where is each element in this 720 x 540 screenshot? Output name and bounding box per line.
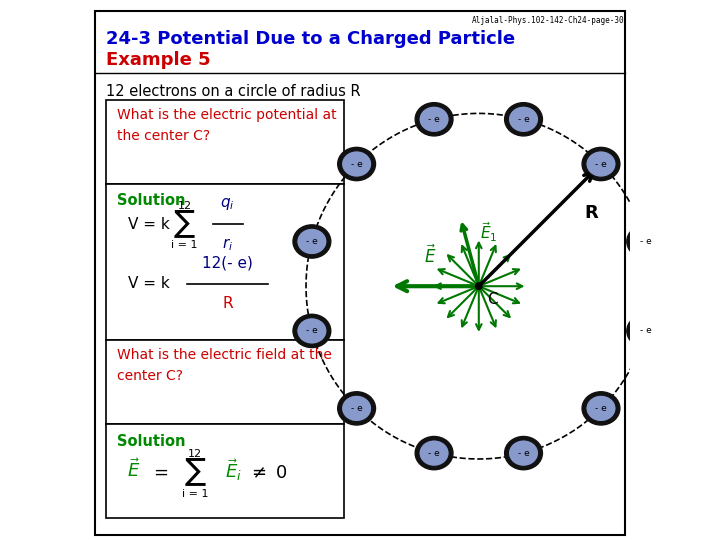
Ellipse shape — [293, 225, 330, 258]
Ellipse shape — [582, 392, 620, 425]
Text: - e: - e — [428, 115, 440, 124]
Ellipse shape — [631, 318, 661, 344]
Text: - e: - e — [351, 404, 362, 413]
Text: V = k: V = k — [128, 276, 169, 291]
Text: - e: - e — [595, 159, 607, 168]
Text: 12 electrons on a circle of radius R: 12 electrons on a circle of radius R — [107, 84, 361, 99]
Text: $q_i$: $q_i$ — [220, 196, 235, 212]
Text: $\neq$ 0: $\neq$ 0 — [248, 463, 288, 482]
Text: R: R — [222, 296, 233, 312]
Text: - e: - e — [595, 404, 607, 413]
Ellipse shape — [419, 440, 449, 467]
Text: $\vec{E}$: $\vec{E}$ — [424, 245, 436, 267]
Ellipse shape — [338, 392, 376, 425]
Text: - e: - e — [518, 449, 529, 457]
Text: - e: - e — [351, 159, 362, 168]
Text: i = 1: i = 1 — [171, 240, 198, 251]
Ellipse shape — [341, 151, 372, 177]
FancyBboxPatch shape — [107, 340, 344, 424]
Ellipse shape — [627, 225, 665, 258]
Ellipse shape — [508, 440, 539, 467]
Text: - e: - e — [428, 449, 440, 457]
Ellipse shape — [627, 314, 665, 348]
Ellipse shape — [297, 318, 327, 344]
Text: 12: 12 — [188, 449, 202, 459]
Ellipse shape — [582, 147, 620, 181]
Text: 12(- e): 12(- e) — [202, 255, 253, 271]
Ellipse shape — [341, 395, 372, 422]
Text: V = k: V = k — [128, 217, 169, 232]
Text: - e: - e — [518, 115, 529, 124]
Ellipse shape — [338, 147, 376, 181]
Text: Example 5: Example 5 — [107, 51, 211, 69]
Text: $\vec{E}_i$: $\vec{E}_i$ — [225, 457, 242, 483]
Ellipse shape — [631, 228, 661, 255]
Circle shape — [475, 283, 482, 289]
FancyBboxPatch shape — [107, 184, 344, 340]
Text: R: R — [585, 204, 598, 222]
Text: What is the electric potential at
the center C?: What is the electric potential at the ce… — [117, 108, 337, 143]
Text: Solution: Solution — [117, 434, 186, 449]
Text: $\sum$: $\sum$ — [184, 457, 207, 488]
Ellipse shape — [415, 103, 453, 136]
FancyBboxPatch shape — [95, 11, 625, 535]
FancyBboxPatch shape — [107, 424, 344, 518]
Ellipse shape — [297, 228, 327, 255]
Ellipse shape — [293, 314, 330, 348]
Text: =: = — [153, 463, 168, 482]
Ellipse shape — [419, 106, 449, 132]
Ellipse shape — [586, 151, 616, 177]
Text: C: C — [487, 292, 498, 307]
Ellipse shape — [586, 395, 616, 422]
Text: $\sum$: $\sum$ — [174, 208, 196, 240]
Text: 12: 12 — [177, 200, 192, 211]
Ellipse shape — [508, 106, 539, 132]
Text: $r_i$: $r_i$ — [222, 236, 233, 253]
Text: - e: - e — [306, 237, 318, 246]
Text: - e: - e — [640, 326, 652, 335]
Text: $\vec{E}$: $\vec{E}$ — [127, 458, 140, 481]
Text: 24-3 Potential Due to a Charged Particle: 24-3 Potential Due to a Charged Particle — [107, 30, 516, 48]
Text: Aljalal-Phys.102-142-Ch24-page-30: Aljalal-Phys.102-142-Ch24-page-30 — [472, 16, 625, 25]
FancyBboxPatch shape — [107, 100, 344, 184]
Text: $\vec{E}_1$: $\vec{E}_1$ — [480, 220, 497, 244]
Text: i = 1: i = 1 — [182, 489, 209, 499]
Text: Solution: Solution — [117, 193, 186, 208]
Text: - e: - e — [640, 237, 652, 246]
Ellipse shape — [505, 436, 542, 470]
Ellipse shape — [505, 103, 542, 136]
Text: What is the electric field at the
center C?: What is the electric field at the center… — [117, 348, 332, 383]
Text: - e: - e — [306, 326, 318, 335]
Ellipse shape — [415, 436, 453, 470]
